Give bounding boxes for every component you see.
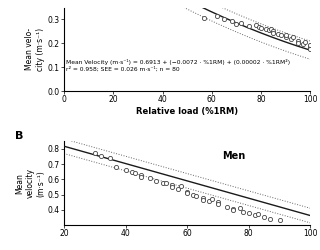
Text: Mean Velocity (m·s⁻¹) = 0.6913 + (−0.0072 · %1RM) + (0.00002 · %1RM²)
r² = 0.958: Mean Velocity (m·s⁻¹) = 0.6913 + (−0.007… — [67, 59, 291, 72]
Point — [268, 28, 274, 32]
Point — [283, 35, 288, 39]
Point — [129, 170, 134, 174]
Point — [263, 26, 268, 30]
Point — [114, 165, 119, 169]
Point — [185, 190, 190, 194]
Y-axis label: Mean
velocity
(m·s⁻¹): Mean velocity (m·s⁻¹) — [15, 168, 45, 198]
Point — [255, 212, 260, 216]
Point — [215, 202, 220, 206]
Point — [194, 194, 199, 198]
Point — [108, 156, 113, 160]
Point — [148, 176, 153, 180]
Point — [225, 205, 230, 209]
Point — [92, 151, 97, 155]
Point — [160, 181, 165, 185]
Point — [237, 206, 242, 210]
Point — [231, 206, 236, 210]
Point — [266, 28, 271, 32]
Point — [277, 218, 282, 222]
Point — [99, 154, 104, 158]
Point — [234, 22, 239, 26]
Point — [202, 16, 207, 20]
Point — [303, 40, 308, 44]
Point — [278, 34, 284, 38]
Point — [308, 46, 313, 50]
X-axis label: Relative load (%1RM): Relative load (%1RM) — [136, 107, 238, 116]
Text: Men: Men — [222, 152, 245, 162]
Point — [268, 216, 273, 220]
Point — [254, 23, 259, 27]
Point — [288, 37, 293, 41]
Point — [271, 29, 276, 33]
Point — [283, 33, 288, 37]
Point — [231, 208, 236, 212]
Point — [240, 210, 245, 214]
Point — [209, 198, 214, 202]
Point — [139, 175, 144, 179]
Point — [262, 215, 267, 219]
Point — [256, 25, 261, 29]
Point — [300, 42, 306, 46]
Point — [276, 32, 281, 36]
Y-axis label: Mean velo-
city (m·s⁻¹): Mean velo- city (m·s⁻¹) — [25, 28, 45, 71]
Point — [239, 20, 244, 24]
Point — [185, 191, 190, 195]
Text: B: B — [15, 131, 23, 141]
Point — [132, 171, 137, 175]
Point — [179, 184, 184, 188]
Point — [191, 192, 196, 196]
Point — [271, 31, 276, 35]
Point — [123, 168, 128, 172]
Point — [246, 24, 252, 28]
Point — [221, 18, 227, 21]
Point — [259, 26, 264, 30]
Point — [308, 43, 313, 47]
Point — [200, 196, 205, 200]
Point — [296, 41, 301, 45]
Point — [139, 173, 144, 177]
Point — [252, 213, 258, 217]
Point — [200, 198, 205, 202]
Point — [175, 187, 180, 191]
Point — [154, 179, 159, 183]
Point — [214, 14, 219, 18]
Point — [291, 36, 296, 40]
Point — [169, 185, 174, 189]
Point — [308, 47, 313, 51]
Point — [163, 181, 168, 185]
Point — [296, 39, 301, 43]
Point — [229, 19, 234, 23]
Point — [215, 200, 220, 204]
Point — [206, 200, 211, 203]
Point — [246, 211, 252, 215]
Point — [169, 183, 174, 187]
